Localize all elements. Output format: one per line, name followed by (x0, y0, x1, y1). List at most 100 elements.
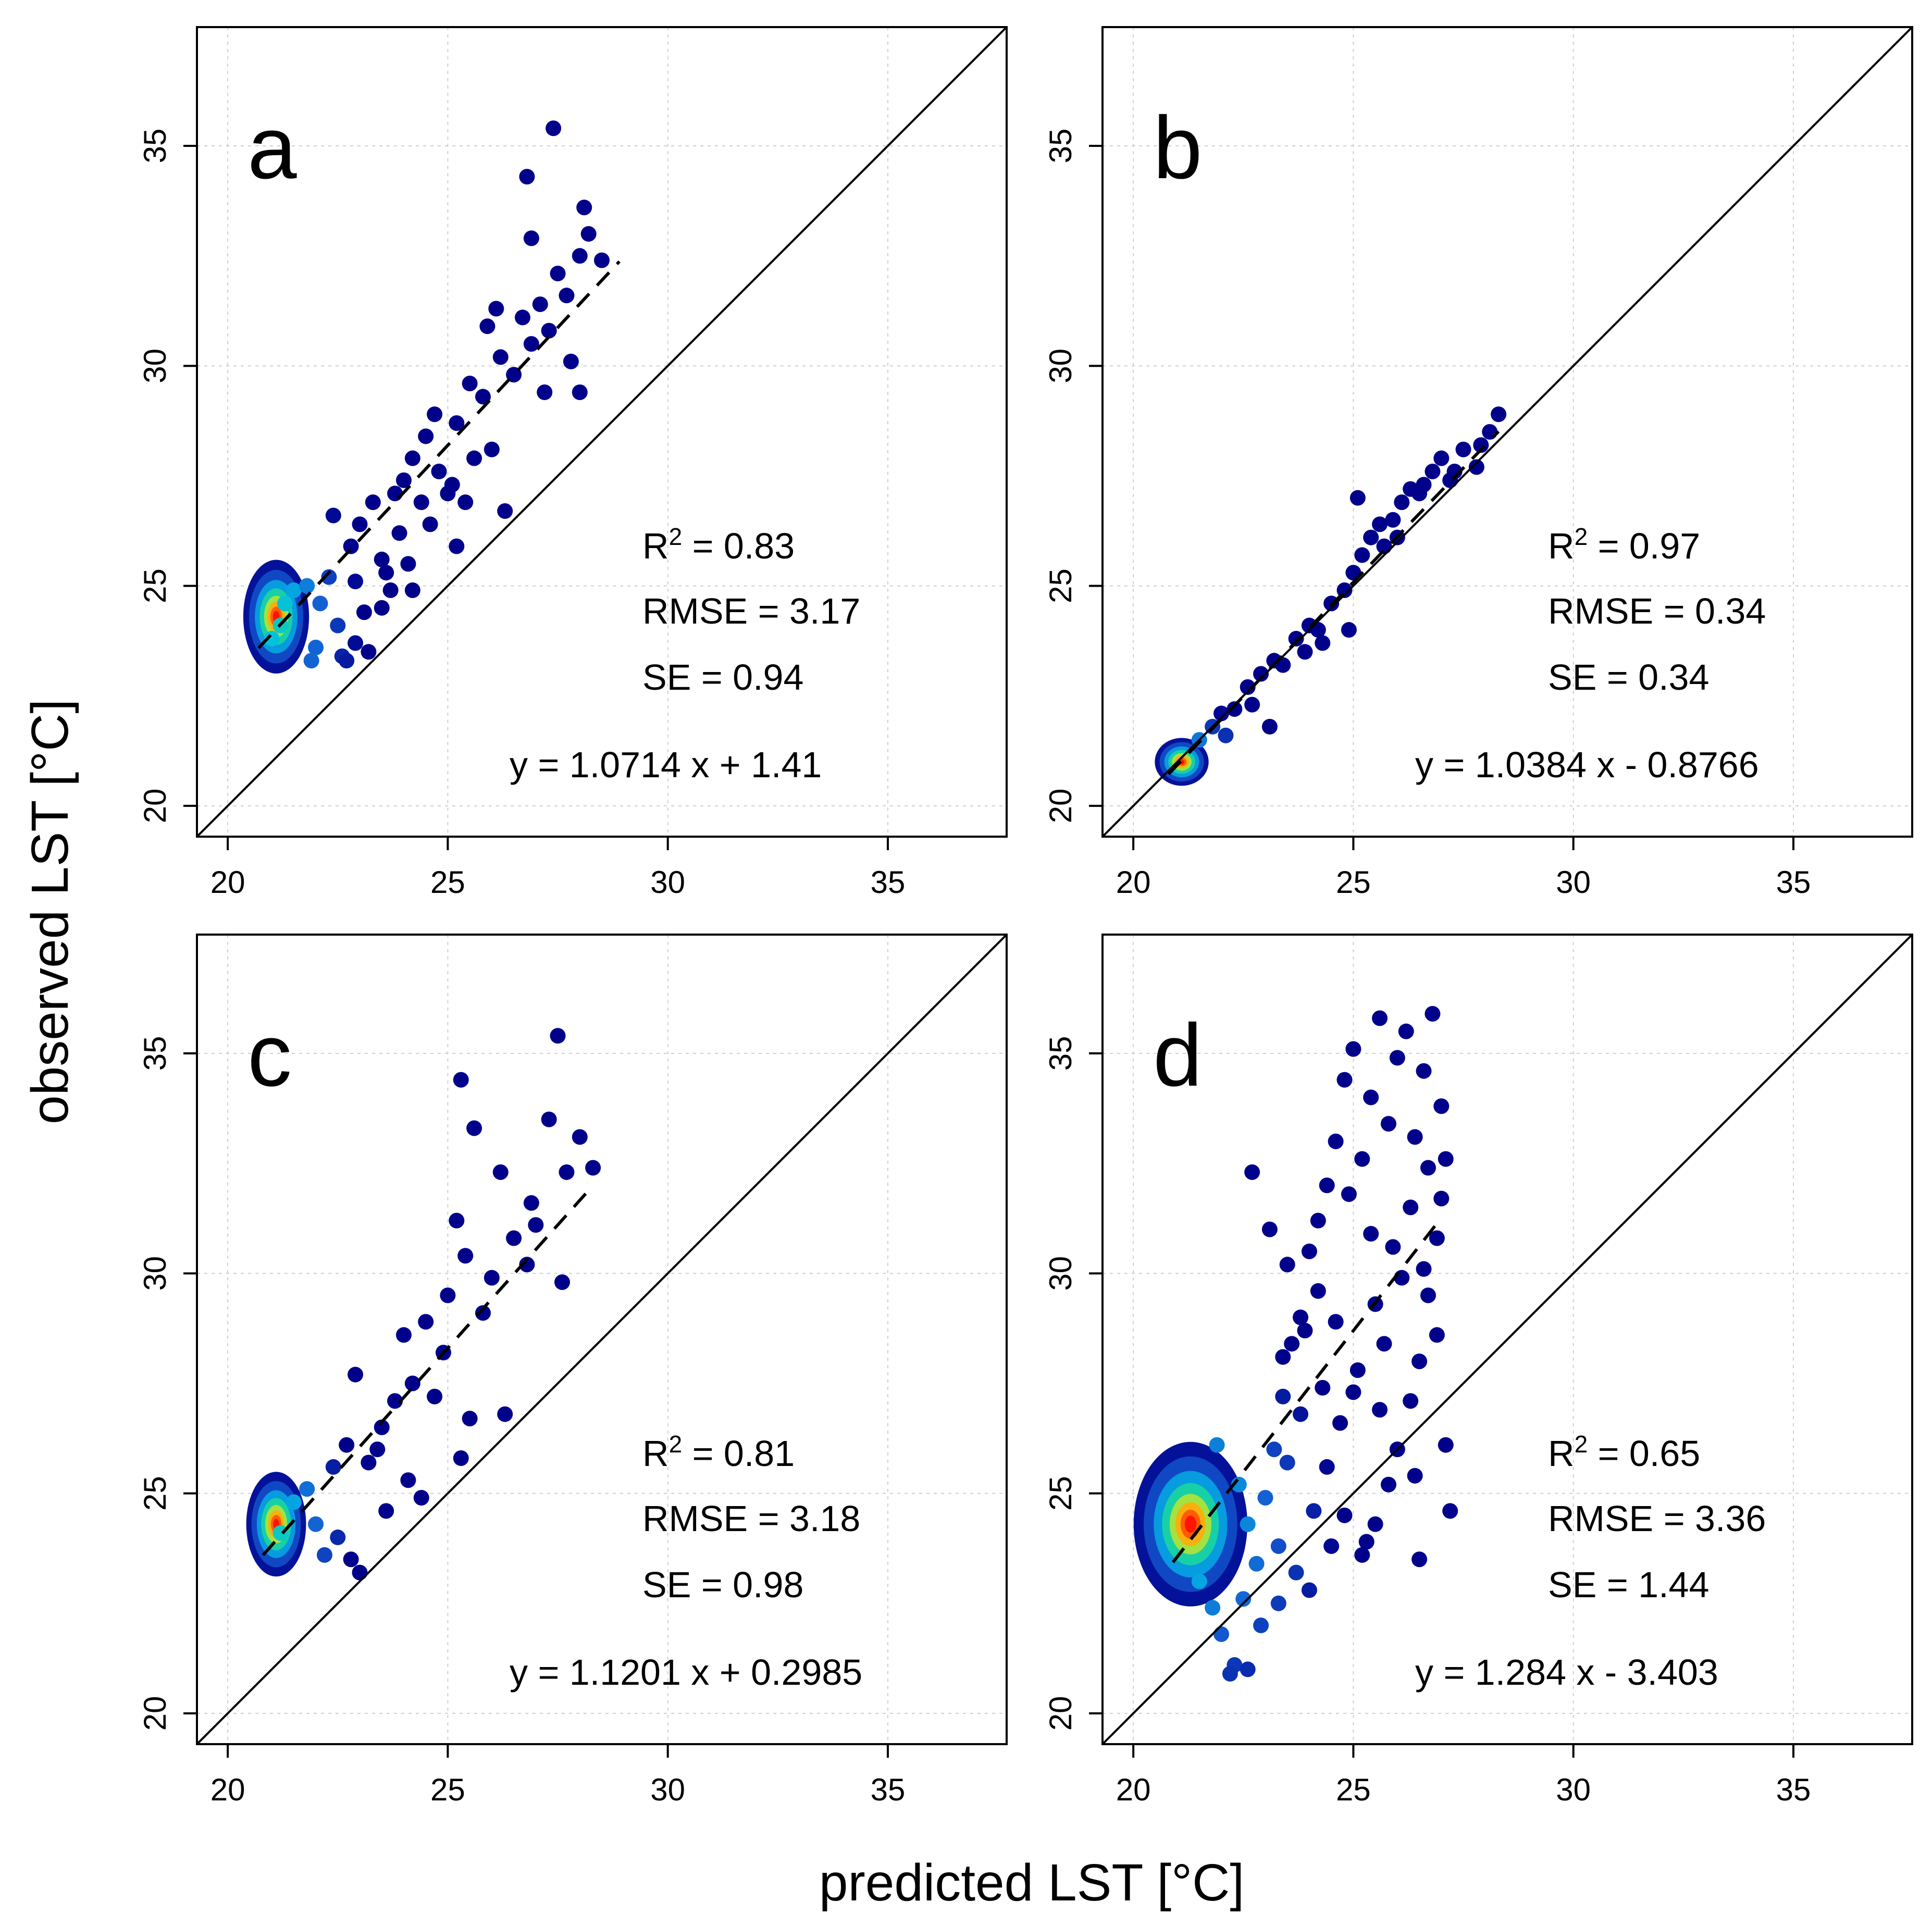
scatter-point (395, 472, 412, 488)
scatter-point (1407, 1129, 1423, 1145)
scatter-point (1248, 1556, 1265, 1572)
scatter-point (1244, 1164, 1260, 1180)
scatter-point (1473, 437, 1489, 453)
y-tick-label: 35 (1043, 129, 1078, 164)
scatter-point (1227, 701, 1243, 717)
scatter-point (484, 441, 500, 457)
x-tick-label: 20 (210, 1772, 245, 1807)
y-tick-label: 35 (138, 129, 172, 164)
scatter-point (497, 503, 513, 519)
scatter-point (572, 1129, 588, 1145)
x-tick-label: 35 (1776, 1772, 1811, 1807)
scatter-point (348, 574, 364, 590)
scatter-point (1455, 441, 1471, 457)
scatter-point (369, 1441, 386, 1458)
r-squared-label: R2 = 0.97 (1548, 523, 1700, 566)
scatter-point (519, 1257, 535, 1273)
scatter-point (1328, 1133, 1344, 1149)
scatter-point (1279, 1257, 1295, 1273)
scatter-point (1349, 490, 1366, 506)
scatter-point (1261, 1221, 1278, 1237)
panel-letter: b (1153, 98, 1203, 197)
y-tick-label: 25 (1043, 568, 1078, 603)
density-cluster (1184, 1515, 1197, 1533)
scatter-point (348, 635, 364, 651)
x-tick-label: 35 (871, 865, 906, 900)
scatter-point (1240, 1516, 1256, 1532)
scatter-point (1376, 1336, 1392, 1352)
x-tick-label: 30 (650, 865, 685, 900)
scatter-point (576, 200, 592, 216)
x-tick-label: 35 (1776, 865, 1811, 900)
scatter-point (1288, 630, 1304, 647)
x-tick-label: 25 (1336, 1772, 1371, 1807)
scatter-point (1284, 1336, 1300, 1352)
scatter-point (1385, 1239, 1401, 1255)
x-tick-label: 30 (1556, 1772, 1591, 1807)
scatter-point (1433, 450, 1450, 466)
plot-frame (1101, 934, 1913, 1745)
scatter-point (492, 349, 509, 365)
scatter-point (286, 1494, 302, 1510)
scatter-point (1310, 1212, 1326, 1228)
scatter-point (1293, 1406, 1309, 1422)
scatter-point (1442, 1503, 1458, 1519)
y-tick-label: 35 (138, 1036, 172, 1071)
one-to-one-line (1101, 934, 1913, 1745)
scatter-point (1372, 1010, 1388, 1026)
scatter-point (1336, 1072, 1353, 1088)
scatter-point (1420, 1287, 1436, 1303)
scatter-point (356, 604, 372, 620)
scatter-point (449, 415, 465, 431)
x-tick-label: 20 (210, 865, 245, 900)
scatter-point (1394, 494, 1410, 511)
scatter-point (1349, 1362, 1366, 1378)
scatter-point (431, 464, 447, 480)
scatter-point (352, 1564, 368, 1581)
scatter-point (1279, 1454, 1295, 1471)
scatter-point (1336, 1507, 1353, 1523)
rmse-label: RMSE = 3.17 (642, 591, 860, 631)
y-tick-label: 30 (1043, 1256, 1078, 1291)
scatter-point (404, 582, 420, 599)
scatter-point (1222, 1665, 1238, 1682)
scatter-point (312, 595, 328, 612)
r-squared-label: R2 = 0.65 (1548, 1431, 1700, 1474)
scatter-point (325, 507, 341, 524)
scatter-point (1491, 406, 1507, 422)
x-tick-label: 20 (1116, 865, 1151, 900)
scatter-point (1354, 547, 1370, 563)
scatter-point (537, 384, 553, 400)
scatter-point (484, 1270, 500, 1286)
panel-letter: a (247, 98, 297, 197)
scatter-point (550, 265, 566, 281)
scatter-point (308, 1516, 324, 1532)
scatter-point (413, 494, 429, 511)
scatter-point (1380, 1476, 1396, 1493)
scatter-point (1354, 1547, 1370, 1563)
scatter-point (1240, 679, 1256, 695)
panel-a: 20 25 30 35 20 25 30 35 a R2 = 0.83 RMSE = 3.17 SE … (138, 26, 1008, 900)
scatter-point (1345, 1041, 1361, 1057)
scatter-point (1191, 1573, 1207, 1589)
scatter-point (1257, 1490, 1273, 1506)
scatter-point (523, 230, 539, 246)
scatter-point (1315, 635, 1331, 651)
scatter-point (361, 1454, 377, 1471)
scatter-point (391, 525, 407, 541)
scatter-point (387, 486, 403, 502)
x-tick-label: 30 (650, 1772, 685, 1807)
scatter-point (466, 1120, 482, 1136)
scatter-point (1363, 529, 1379, 545)
scatter-point (422, 516, 438, 532)
scatter-point (418, 1314, 434, 1330)
scatter-point (523, 336, 539, 352)
y-tick-label: 20 (1043, 1696, 1078, 1731)
scatter-point (462, 1411, 478, 1427)
scatter-point (330, 617, 346, 633)
scatter-point (1416, 1261, 1432, 1277)
scatter-point (457, 1248, 474, 1264)
scatter-point (497, 1406, 513, 1422)
